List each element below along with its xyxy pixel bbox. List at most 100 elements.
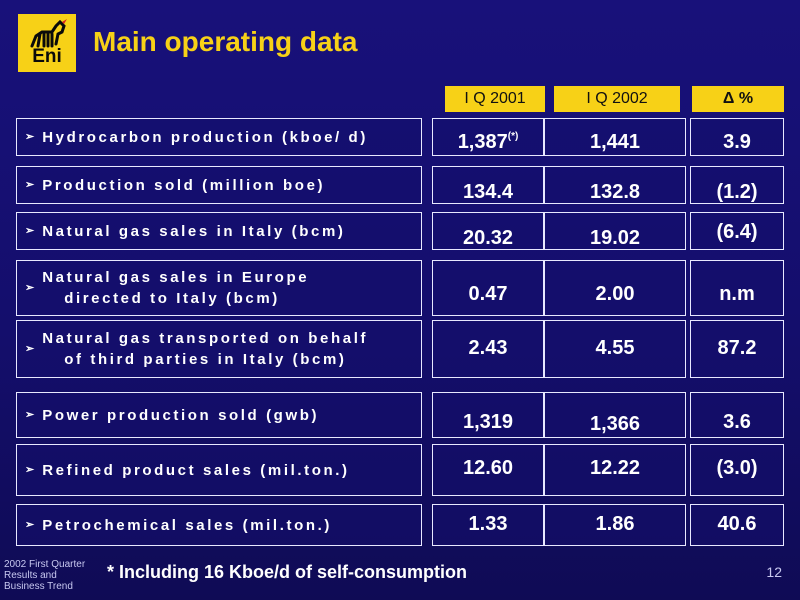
- value: 12.60: [462, 457, 514, 479]
- footer-caption-line: Business Trend: [4, 581, 73, 592]
- value-text: 20.32: [433, 227, 543, 250]
- value-cell: 19.02: [544, 212, 686, 250]
- table-row: ➢ Natural gas sales in Italy (bcm) 20.32 19…: [0, 212, 800, 250]
- page-number: 12: [766, 564, 782, 580]
- value-text: 1,319: [433, 411, 543, 434]
- row-label-text: Production sold (million boe): [42, 175, 325, 196]
- value: 12.22: [589, 457, 641, 479]
- value: 0.47: [468, 283, 508, 305]
- table-row: ➢ Hydrocarbon production (kboe/ d) 1,387(*…: [0, 118, 800, 156]
- value-text: 1,366: [545, 413, 685, 436]
- value-cell: (6.4): [690, 212, 784, 250]
- arrow-bullet-icon: ➢: [25, 463, 35, 476]
- value-cell: 1,319: [432, 392, 544, 438]
- value: 132.8: [589, 181, 641, 203]
- row-label-text: Refined product sales (mil.ton.): [42, 460, 349, 481]
- row-label-line: Production sold (million boe): [42, 176, 326, 194]
- value-cell: 12.22: [544, 444, 686, 496]
- value-text: 4.55: [545, 337, 685, 360]
- value-cell: 3.9: [690, 118, 784, 156]
- row-label-line: Natural gas transported on behalf: [42, 330, 369, 347]
- value-cell: 2.43: [432, 320, 544, 378]
- value-text: 2.43: [433, 337, 543, 360]
- value-text: n.m: [691, 283, 783, 306]
- value-cell: 4.55: [544, 320, 686, 378]
- value-cell: 1,387(*): [432, 118, 544, 156]
- row-label: ➢ Natural gas transported on behalf of thi…: [16, 320, 422, 378]
- value: n.m: [719, 283, 755, 305]
- value-cell: 3.6: [690, 392, 784, 438]
- value: 1,441: [589, 131, 641, 153]
- value-text: 3.9: [691, 131, 783, 154]
- value-text: 12.60: [433, 457, 543, 480]
- logo-wordmark: Eni: [32, 46, 62, 67]
- value-cell: (1.2): [690, 166, 784, 204]
- value-cell: 1.86: [544, 504, 686, 546]
- value-cell: 1,366: [544, 392, 686, 438]
- row-label-text: Natural gas sales in Europe directed to I…: [42, 267, 309, 309]
- table-row: ➢ Refined product sales (mil.ton.) 12.60 12…: [0, 444, 800, 496]
- arrow-bullet-icon: ➢: [25, 342, 35, 355]
- arrow-bullet-icon: ➢: [25, 281, 35, 294]
- eni-logo: Eni: [18, 14, 76, 72]
- row-label-line: Natural gas sales in Europe: [42, 269, 310, 286]
- value: 1.33: [468, 513, 508, 535]
- value-cell: 40.6: [690, 504, 784, 546]
- row-label: ➢ Natural gas sales in Europe directed to …: [16, 260, 422, 316]
- footnote-marker: (*): [507, 131, 519, 142]
- value-text: (6.4): [691, 221, 783, 244]
- value-cell: 1.33: [432, 504, 544, 546]
- value: 2.43: [468, 337, 508, 359]
- footer-caption-line: Results and: [4, 570, 57, 581]
- row-label: ➢ Petrochemical sales (mil.ton.): [16, 504, 422, 546]
- value-text: 2.00: [545, 283, 685, 306]
- footer-caption-line: 2002 First Quarter: [4, 559, 86, 570]
- six-legged-dog-icon: [30, 19, 67, 48]
- row-label: ➢ Hydrocarbon production (kboe/ d): [16, 118, 422, 156]
- column-header-delta: Δ %: [692, 86, 784, 112]
- row-label: ➢ Power production sold (gwb): [16, 392, 422, 438]
- footnote: * Including 16 Kboe/d of self-consumptio…: [107, 562, 468, 582]
- value-text: 0.47: [433, 283, 543, 306]
- table-row: ➢ Natural gas transported on behalf of thi…: [0, 320, 800, 378]
- arrow-bullet-icon: ➢: [25, 178, 35, 191]
- value-text: (1.2): [691, 181, 783, 204]
- value: 20.32: [462, 227, 514, 249]
- value-cell: (3.0): [690, 444, 784, 496]
- value: (3.0): [716, 457, 758, 479]
- value: 1.86: [595, 513, 635, 535]
- value: 134.4: [462, 181, 514, 203]
- table-row: ➢ Petrochemical sales (mil.ton.) 1.33 1.86 4…: [0, 504, 800, 546]
- value-text: 132.8: [545, 181, 685, 204]
- value: 87.2: [717, 337, 757, 359]
- row-label-text: Petrochemical sales (mil.ton.): [42, 515, 332, 536]
- value: 19.02: [589, 227, 641, 249]
- value-text: (3.0): [691, 457, 783, 480]
- value-text: 12.22: [545, 457, 685, 480]
- value-cell: 132.8: [544, 166, 686, 204]
- footer-caption: 2002 First Quarter Results and Business …: [4, 559, 85, 592]
- value: 1,387: [457, 131, 508, 153]
- value-text: 1,441: [545, 131, 685, 154]
- column-header-iq2001: I Q 2001: [445, 86, 545, 112]
- value-text: 1.33: [433, 513, 543, 536]
- value: 4.55: [595, 337, 635, 359]
- value: 3.9: [723, 131, 751, 153]
- value-cell: 1,441: [544, 118, 686, 156]
- row-label-line: of third parties in Italy (bcm): [64, 351, 347, 368]
- row-label-text: Power production sold (gwb): [42, 405, 319, 426]
- row-label-line: Natural gas sales in Italy (bcm): [42, 222, 346, 240]
- value: 40.6: [717, 513, 757, 535]
- value: (1.2): [716, 181, 758, 203]
- value-text: 1.86: [545, 513, 685, 536]
- row-label-line: Hydrocarbon production (kboe/ d): [42, 128, 368, 146]
- arrow-bullet-icon: ➢: [25, 408, 35, 421]
- row-label: ➢ Natural gas sales in Italy (bcm): [16, 212, 422, 250]
- row-label: ➢ Refined product sales (mil.ton.): [16, 444, 422, 496]
- value-cell: 87.2: [690, 320, 784, 378]
- row-label-line: Refined product sales (mil.ton.): [42, 461, 350, 479]
- row-label-text: Natural gas transported on behalf of thir…: [42, 328, 368, 370]
- value: 1,366: [589, 413, 641, 435]
- value-text: 1,387(*): [433, 131, 543, 154]
- value-cell: 12.60: [432, 444, 544, 496]
